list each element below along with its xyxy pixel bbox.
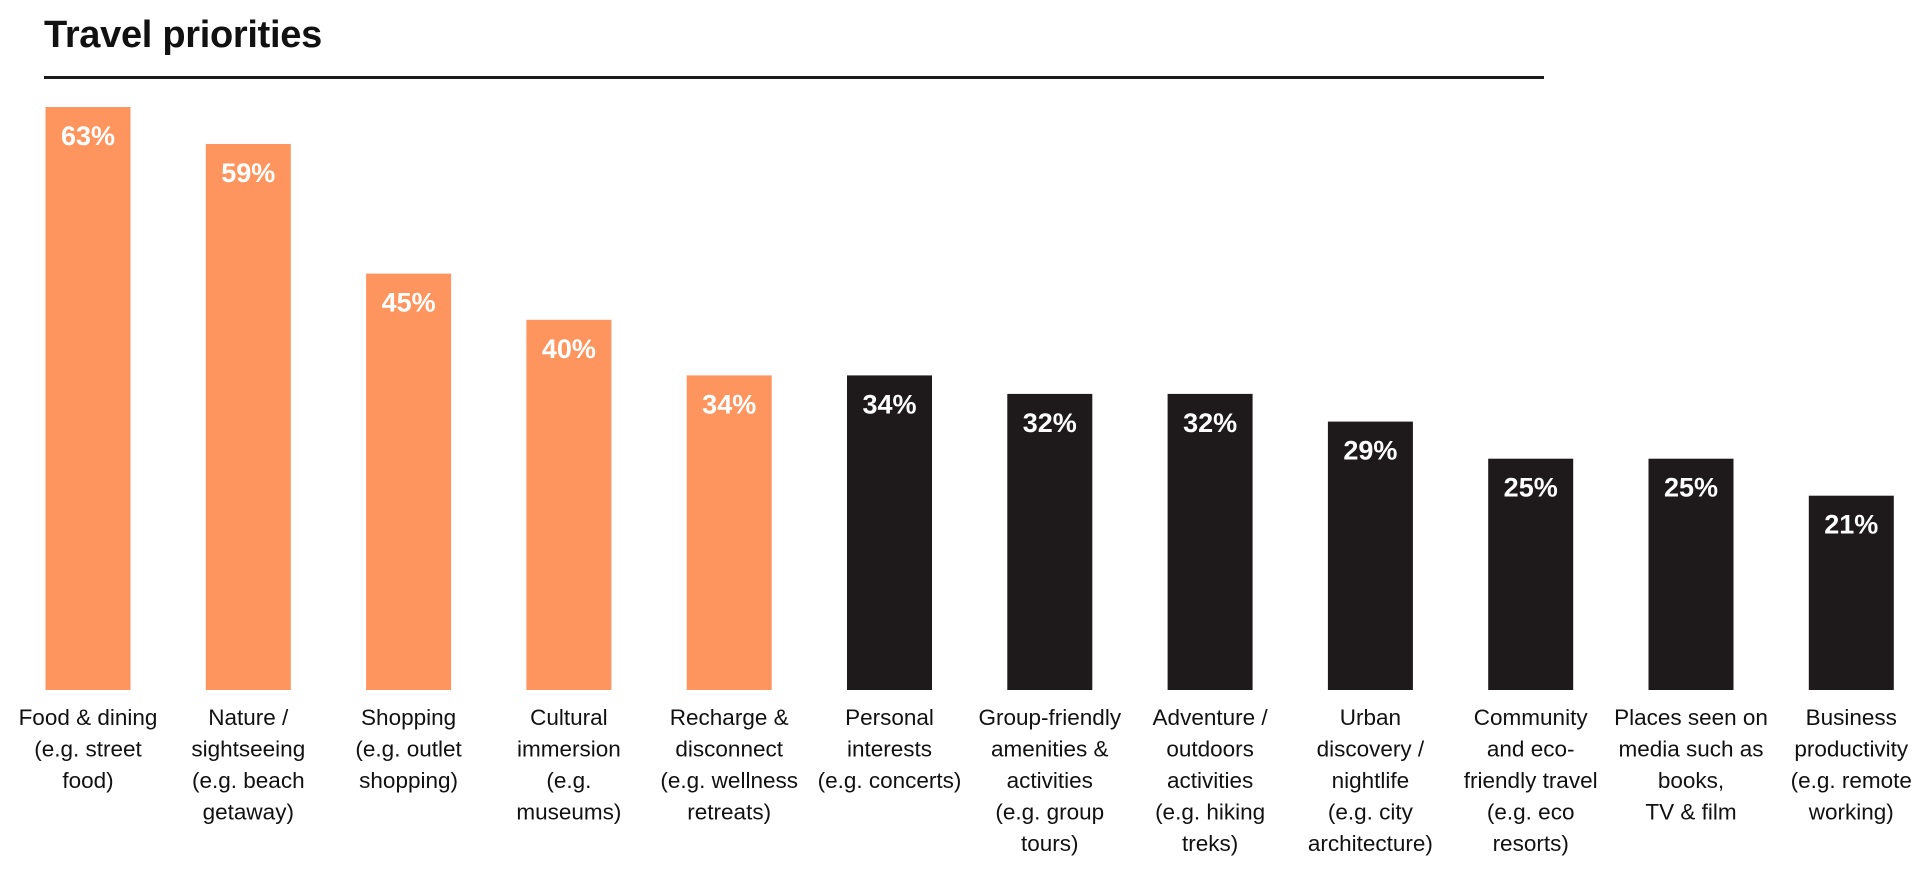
data-label: 21% (1824, 510, 1878, 540)
bar (847, 375, 932, 690)
data-label: 40% (542, 334, 596, 364)
data-label: 25% (1664, 473, 1718, 503)
category-label: Urban discovery / nightlife (e.g. city archi… (1308, 705, 1433, 856)
category-label: Business productivity (e.g. remote working) (1791, 705, 1912, 825)
data-label: 34% (702, 389, 756, 419)
data-label: 59% (221, 158, 275, 188)
category-label: Personal interests (e.g. concerts) (818, 705, 962, 793)
bar (1327, 421, 1413, 690)
bar (366, 273, 452, 690)
category-label: Nature / sightseeing (e.g. beach getaway) (191, 705, 305, 825)
data-label: 32% (1183, 408, 1237, 438)
title-divider (44, 76, 1544, 79)
data-label: 34% (862, 389, 916, 419)
bar (1648, 458, 1734, 690)
data-label: 29% (1343, 436, 1397, 466)
data-label: 25% (1504, 473, 1558, 503)
category-label: Shopping (e.g. outlet shopping) (355, 705, 462, 793)
data-label: 63% (61, 121, 115, 151)
bar (526, 319, 612, 690)
category-label: Community and eco-friendly travel (e.g. ec… (1464, 705, 1598, 856)
category-label: Recharge & disconnect (e.g. wellness retrea… (660, 705, 798, 825)
data-label: 45% (382, 288, 436, 318)
chart-title: Travel priorities (44, 14, 322, 56)
bar (1808, 495, 1894, 690)
bar (45, 107, 131, 690)
bar (686, 375, 772, 690)
bar (1167, 393, 1253, 690)
category-label: Cultural immersion (e.g. museums) (516, 705, 621, 825)
category-label: Adventure / outdoors activities (e.g. hikin… (1153, 705, 1269, 856)
category-label: Places seen on media such as books, TV & fi… (1614, 705, 1768, 825)
category-label: Food & dining (e.g. street food) (19, 705, 158, 793)
category-label: Group-friendly amenities & activities (e.g.… (979, 705, 1122, 856)
bar (1007, 393, 1093, 690)
bar (205, 144, 291, 690)
data-label: 32% (1023, 408, 1077, 438)
bar (1488, 458, 1574, 690)
